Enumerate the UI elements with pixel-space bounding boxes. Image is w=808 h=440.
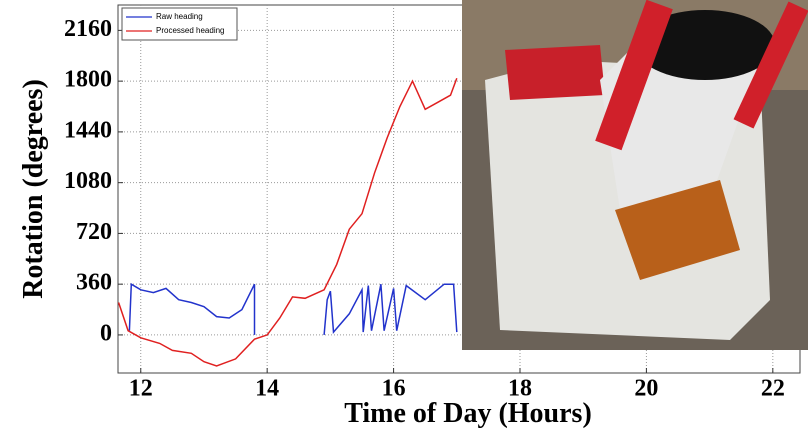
y-tick-label: 0: [100, 320, 112, 346]
chart: Time of Day (Hours) Rotation (degrees) R…: [0, 0, 808, 440]
x-tick-label: 20: [634, 376, 658, 402]
x-tick-label: 18: [508, 376, 532, 402]
legend-label: Raw heading: [156, 12, 203, 21]
y-tick-label: 1080: [64, 168, 112, 194]
x-tick-label: 14: [255, 376, 279, 402]
photo: [462, 0, 808, 350]
y-tick-label: 1800: [64, 67, 112, 93]
y-tick-label: 2160: [64, 16, 112, 42]
y-axis-label: Rotation (degrees): [18, 79, 49, 299]
y-tick-label: 360: [76, 270, 112, 296]
x-axis-label: Time of Day (Hours): [344, 398, 592, 429]
x-tick-label: 22: [761, 376, 785, 402]
y-tick-label: 720: [76, 219, 112, 245]
x-tick-label: 16: [382, 376, 406, 402]
photo-red-block: [505, 45, 605, 100]
legend: Raw heading Processed heading: [122, 8, 237, 40]
x-tick-label: 12: [129, 376, 153, 402]
legend-label: Processed heading: [156, 26, 225, 35]
y-tick-label: 1440: [64, 117, 112, 143]
